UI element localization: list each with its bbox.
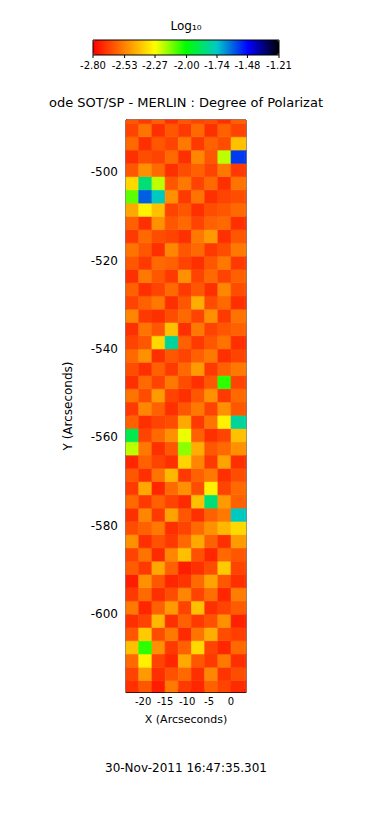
- svg-text:-600: -600: [91, 607, 118, 621]
- svg-text:ode SOT/SP - MERLIN : Degree o: ode SOT/SP - MERLIN : Degree of Polariza…: [49, 95, 323, 110]
- svg-text:-2.80: -2.80: [80, 60, 106, 71]
- svg-text:-1.48: -1.48: [234, 60, 260, 71]
- svg-text:-1.74: -1.74: [204, 60, 230, 71]
- svg-text:-540: -540: [91, 342, 118, 356]
- svg-text:-520: -520: [91, 254, 118, 268]
- svg-text:-2.00: -2.00: [174, 60, 200, 71]
- svg-text:-10: -10: [179, 696, 195, 707]
- svg-text:30-Nov-2011 16:47:35.301: 30-Nov-2011 16:47:35.301: [105, 761, 267, 775]
- svg-text:-2.53: -2.53: [112, 60, 138, 71]
- svg-text:X (Arcseconds): X (Arcseconds): [145, 713, 227, 726]
- svg-text:-5: -5: [204, 696, 214, 707]
- svg-text:-500: -500: [91, 165, 118, 179]
- svg-text:Log₁₀: Log₁₀: [170, 19, 201, 33]
- svg-text:-560: -560: [91, 430, 118, 444]
- svg-text:Y (Arcseconds): Y (Arcseconds): [61, 361, 75, 451]
- svg-text:-1.21: -1.21: [266, 60, 292, 71]
- svg-text:0: 0: [228, 696, 234, 707]
- svg-text:-15: -15: [157, 696, 173, 707]
- svg-text:-20: -20: [135, 696, 151, 707]
- svg-text:-580: -580: [91, 519, 118, 533]
- svg-text:-2.27: -2.27: [142, 60, 168, 71]
